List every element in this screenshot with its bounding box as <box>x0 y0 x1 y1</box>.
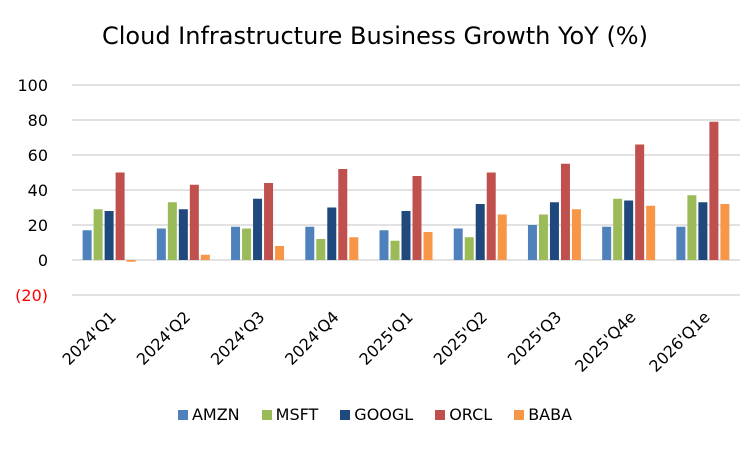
bar-baba <box>423 232 433 260</box>
bar-msft <box>390 240 400 260</box>
x-tick-label: 2025'Q2 <box>430 307 491 368</box>
legend-label: ORCL <box>449 405 493 424</box>
x-tick-label: 2024'Q2 <box>133 307 194 368</box>
bar-googl <box>698 202 708 260</box>
legend-item-msft: MSFT <box>261 405 319 424</box>
bar-orcl <box>486 172 496 260</box>
bar-googl <box>624 200 634 260</box>
x-tick-label: 2024'Q4 <box>281 307 342 368</box>
legend-label: GOOGL <box>354 405 414 424</box>
chart-title: Cloud Infrastructure Business Growth YoY… <box>102 22 648 50</box>
bar-amzn <box>156 228 166 260</box>
bar-orcl <box>338 169 348 260</box>
bar-orcl <box>264 183 274 260</box>
bar-orcl <box>189 184 199 260</box>
bar-baba <box>497 214 507 260</box>
bar-orcl <box>412 176 422 260</box>
bar-amzn <box>602 226 612 260</box>
bar-msft <box>242 228 252 260</box>
legend-swatch <box>340 409 351 420</box>
x-tick-label: 2025'Q3 <box>504 307 565 368</box>
legend-swatch <box>514 409 525 420</box>
legend-swatch <box>435 409 446 420</box>
x-tick-label: 2024'Q3 <box>207 307 268 368</box>
bar-baba <box>720 204 730 260</box>
bar-amzn <box>453 228 463 260</box>
legend-label: MSFT <box>275 405 319 424</box>
bar-baba <box>275 246 285 260</box>
bar-baba <box>646 205 656 260</box>
x-tick-label: 2026'Q1e <box>645 307 713 375</box>
x-tick-label: 2025'Q4e <box>571 307 639 375</box>
bar-msft <box>464 237 474 260</box>
bar-googl <box>475 204 485 260</box>
bar-googl <box>327 207 337 260</box>
bar-msft <box>167 202 177 260</box>
y-tick-label: (20) <box>15 286 48 305</box>
bar-msft <box>613 198 623 260</box>
bar-amzn <box>676 226 686 260</box>
legend-label: BABA <box>528 405 573 424</box>
y-tick-label: 40 <box>28 181 48 200</box>
bar-baba <box>571 209 581 260</box>
bar-msft <box>93 209 103 260</box>
x-tick-label: 2024'Q1 <box>58 307 119 368</box>
bar-orcl <box>560 163 570 260</box>
legend-item-baba: BABA <box>514 405 572 424</box>
bar-googl <box>401 211 411 260</box>
y-tick-label: 100 <box>17 76 48 95</box>
bar-amzn <box>82 230 92 260</box>
bar-msft <box>538 214 548 260</box>
bar-amzn <box>379 230 389 260</box>
bar-baba <box>126 260 136 262</box>
bar-msft <box>687 195 697 260</box>
bar-amzn <box>527 225 537 260</box>
legend-item-googl: GOOGL <box>340 405 413 424</box>
y-tick-label: 20 <box>28 216 48 235</box>
legend-item-amzn: AMZN <box>177 405 240 424</box>
legend: AMZN MSFT GOOGL ORCL BABA <box>0 405 750 424</box>
bar-googl <box>104 211 114 260</box>
x-tick-label: 2025'Q1 <box>355 307 416 368</box>
bar-orcl <box>115 172 125 260</box>
bar-googl <box>178 209 188 260</box>
legend-item-orcl: ORCL <box>435 405 492 424</box>
bar-orcl <box>635 144 645 260</box>
bar-googl <box>549 202 559 260</box>
bar-baba <box>200 254 210 260</box>
legend-swatch <box>261 409 272 420</box>
y-tick-label: 0 <box>38 251 48 270</box>
legend-swatch <box>177 409 188 420</box>
bar-amzn <box>305 226 315 260</box>
bar-baba <box>349 237 359 260</box>
y-tick-label: 60 <box>28 146 48 165</box>
bar-msft <box>316 239 326 260</box>
bar-googl <box>253 198 263 260</box>
bar-orcl <box>709 121 719 260</box>
y-tick-label: 80 <box>28 111 48 130</box>
legend-label: AMZN <box>191 405 240 424</box>
bar-amzn <box>231 226 241 260</box>
